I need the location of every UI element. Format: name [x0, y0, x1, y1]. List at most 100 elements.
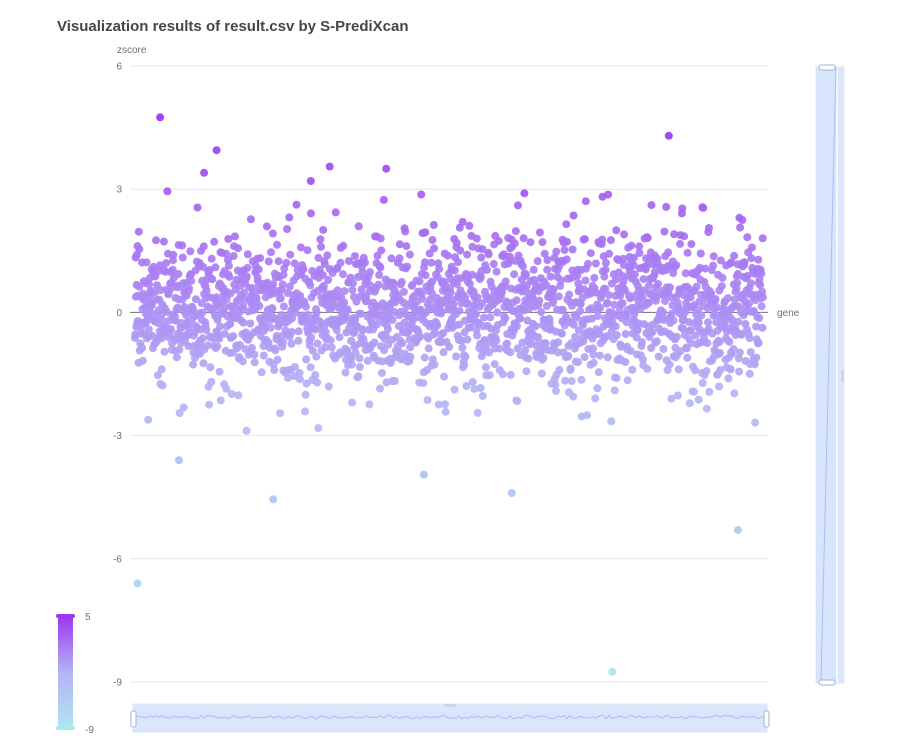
- scatter-point[interactable]: [542, 302, 551, 310]
- scatter-point[interactable]: [749, 307, 758, 315]
- scatter-point[interactable]: [321, 343, 330, 351]
- scatter-point[interactable]: [601, 258, 610, 267]
- scatter-point[interactable]: [157, 365, 166, 374]
- scatter-point[interactable]: [301, 407, 309, 416]
- scatter-point[interactable]: [678, 204, 687, 213]
- scatter-point[interactable]: [284, 373, 292, 382]
- scatter-point[interactable]: [216, 322, 225, 331]
- scatter-point[interactable]: [596, 303, 605, 312]
- scatter-point[interactable]: [691, 366, 700, 375]
- scatter-point[interactable]: [162, 259, 171, 268]
- scatter-point[interactable]: [452, 352, 461, 361]
- scatter-point[interactable]: [179, 403, 188, 412]
- scatter-point[interactable]: [724, 374, 733, 383]
- scatter-point[interactable]: [312, 352, 321, 361]
- y-zoom-handle-bottom[interactable]: [818, 679, 836, 686]
- scatter-point[interactable]: [552, 247, 561, 256]
- scatter-point[interactable]: [727, 258, 736, 267]
- scatter-point[interactable]: [612, 331, 621, 340]
- scatter-point[interactable]: [705, 387, 714, 396]
- scatter-point[interactable]: [729, 345, 738, 354]
- scatter-point[interactable]: [686, 326, 695, 335]
- scatter-point[interactable]: [152, 236, 160, 245]
- scatter-point[interactable]: [316, 235, 325, 244]
- visual-map-bar[interactable]: [58, 616, 73, 728]
- scatter-point[interactable]: [511, 227, 520, 236]
- scatter-point[interactable]: [473, 408, 482, 417]
- scatter-point[interactable]: [274, 257, 283, 266]
- scatter-point[interactable]: [594, 368, 603, 377]
- scatter-point[interactable]: [513, 344, 522, 353]
- scatter-point[interactable]: [383, 325, 392, 334]
- scatter-point[interactable]: [734, 354, 743, 363]
- scatter-point[interactable]: [243, 263, 252, 272]
- scatter-point[interactable]: [473, 331, 482, 340]
- scatter-point[interactable]: [247, 343, 256, 352]
- scatter-point[interactable]: [571, 333, 580, 341]
- scatter-point[interactable]: [716, 256, 725, 265]
- scatter-point[interactable]: [752, 353, 761, 362]
- scatter-point[interactable]: [619, 254, 628, 263]
- scatter-point[interactable]: [375, 271, 384, 279]
- scatter-point[interactable]: [278, 280, 287, 289]
- scatter-point[interactable]: [716, 366, 725, 374]
- scatter-point[interactable]: [486, 313, 495, 322]
- scatter-point[interactable]: [644, 298, 653, 307]
- scatter-point[interactable]: [246, 215, 255, 224]
- scatter-point[interactable]: [340, 287, 349, 296]
- scatter-point[interactable]: [661, 297, 669, 305]
- scatter-point[interactable]: [239, 318, 248, 327]
- scatter-point[interactable]: [514, 201, 522, 210]
- scatter-point[interactable]: [591, 394, 600, 403]
- scatter-point[interactable]: [434, 400, 443, 409]
- scatter-point[interactable]: [652, 337, 661, 346]
- scatter-point[interactable]: [554, 338, 563, 347]
- scatter-point[interactable]: [332, 326, 341, 334]
- scatter-point[interactable]: [285, 282, 294, 291]
- scatter-point[interactable]: [531, 322, 540, 331]
- scatter-point[interactable]: [499, 250, 508, 259]
- scatter-point[interactable]: [273, 240, 281, 249]
- scatter-point[interactable]: [572, 313, 581, 322]
- scatter-point[interactable]: [476, 384, 485, 392]
- scatter-point[interactable]: [166, 284, 175, 293]
- scatter-point[interactable]: [666, 283, 674, 292]
- scatter-point[interactable]: [172, 353, 181, 362]
- scatter-point[interactable]: [303, 246, 312, 255]
- scatter-point[interactable]: [718, 273, 727, 282]
- scatter-point[interactable]: [492, 336, 501, 345]
- scatter-point[interactable]: [630, 270, 639, 279]
- scatter-point[interactable]: [685, 399, 694, 408]
- scatter-point[interactable]: [178, 241, 187, 250]
- scatter-point[interactable]: [524, 354, 533, 363]
- scatter-point[interactable]: [343, 306, 352, 315]
- scatter-point[interactable]: [439, 329, 448, 337]
- scatter-point[interactable]: [740, 258, 749, 267]
- scatter-point[interactable]: [667, 394, 676, 403]
- scatter-point[interactable]: [377, 246, 386, 255]
- y-zoom-handle-top[interactable]: [818, 64, 836, 71]
- scatter-point[interactable]: [324, 275, 333, 284]
- scatter-point[interactable]: [757, 269, 766, 278]
- scatter-point[interactable]: [612, 226, 621, 235]
- scatter-point[interactable]: [134, 227, 143, 236]
- scatter-point[interactable]: [326, 336, 335, 345]
- scatter-point[interactable]: [376, 384, 384, 393]
- scatter-point[interactable]: [471, 310, 480, 319]
- scatter-point[interactable]: [376, 263, 385, 272]
- scatter-point[interactable]: [455, 306, 464, 315]
- scatter-point[interactable]: [427, 289, 436, 298]
- scatter-point[interactable]: [433, 321, 442, 330]
- scatter-point[interactable]: [279, 270, 288, 279]
- scatter-point[interactable]: [262, 222, 271, 231]
- scatter-point[interactable]: [522, 270, 531, 279]
- scatter-point[interactable]: [674, 365, 683, 374]
- scatter-point[interactable]: [458, 217, 467, 226]
- scatter-point[interactable]: [301, 390, 310, 399]
- scatter-point[interactable]: [276, 294, 285, 303]
- scatter-point[interactable]: [593, 312, 602, 321]
- scatter-point[interactable]: [372, 320, 381, 329]
- scatter-point[interactable]: [341, 368, 350, 377]
- scatter-point[interactable]: [313, 339, 322, 348]
- scatter-point[interactable]: [537, 369, 546, 378]
